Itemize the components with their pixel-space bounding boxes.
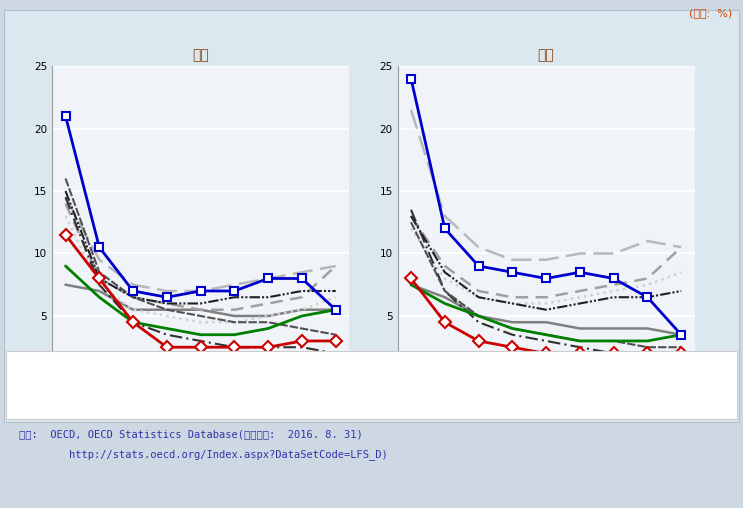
Text: 출처:  OECD, OECD Statistics Database(접속일자:  2016. 8. 31): 출처: OECD, OECD Statistics Database(접속일자:… bbox=[19, 429, 363, 439]
Text: 영국: 영국 bbox=[224, 357, 239, 370]
Text: 스웨덴: 스웨덴 bbox=[661, 357, 682, 370]
Text: 미국: 미국 bbox=[79, 357, 93, 370]
Text: 독일: 독일 bbox=[516, 357, 530, 370]
Text: (단위:  %): (단위: %) bbox=[689, 8, 732, 18]
X-axis label: 나이: 나이 bbox=[193, 397, 208, 410]
Text: 핀란드: 핀란드 bbox=[224, 393, 245, 406]
Text: 한국: 한국 bbox=[661, 393, 675, 406]
Text: http://stats.oecd.org/Index.aspx?DataSetCode=LFS_D): http://stats.oecd.org/Index.aspx?DataSet… bbox=[19, 450, 387, 460]
Title: 남성: 남성 bbox=[192, 48, 209, 62]
Text: 일본: 일본 bbox=[370, 393, 384, 406]
X-axis label: 나이: 나이 bbox=[539, 397, 554, 410]
Text: OECD: OECD bbox=[516, 393, 550, 406]
Title: 여성: 여성 bbox=[538, 48, 554, 62]
Text: 프랑스: 프랑스 bbox=[370, 357, 391, 370]
Text: 노르웨이: 노르웨이 bbox=[79, 393, 107, 406]
